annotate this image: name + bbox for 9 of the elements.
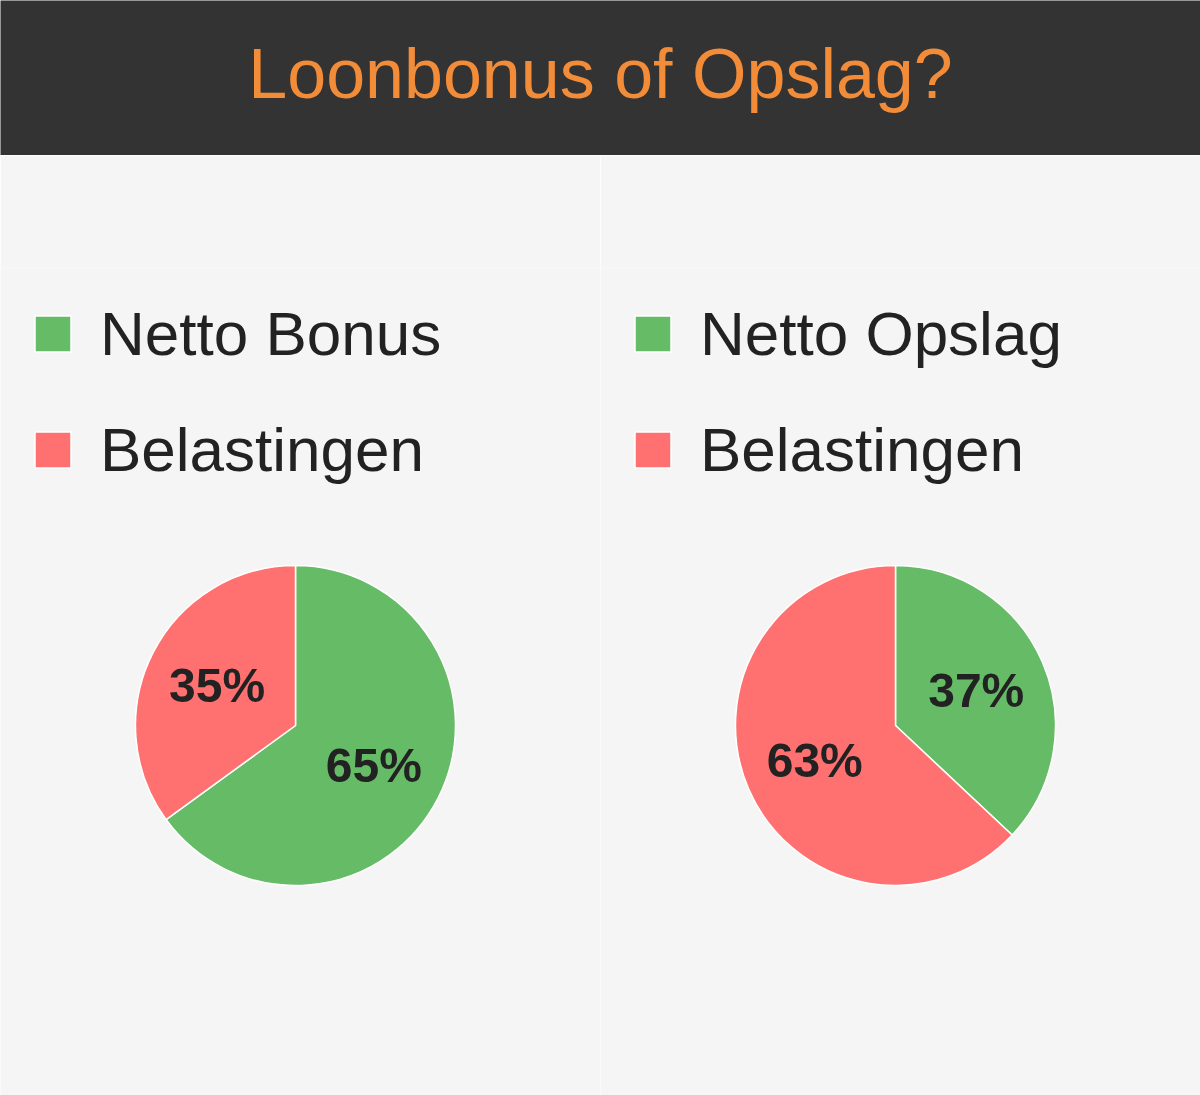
legend-label: Belastingen [700,414,1025,485]
data-label: 37% [928,664,1025,718]
data-label: 63% [766,733,863,787]
legend-label: Netto Bonus [100,298,442,369]
text: Loonbonus of Opslag? [248,35,953,113]
legend-label: Netto Opslag [700,298,1062,369]
data-label: 35% [169,659,266,713]
data-label: 65% [325,738,422,792]
legend-label: Belastingen [100,414,425,485]
